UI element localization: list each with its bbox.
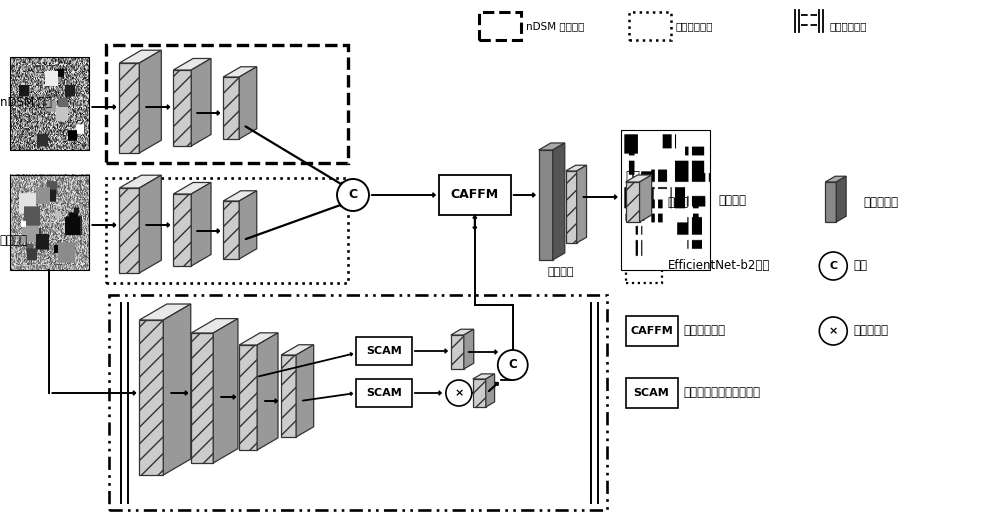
- Bar: [621, 130, 710, 270]
- Polygon shape: [836, 176, 846, 222]
- Text: nDSM 数据: nDSM 数据: [0, 97, 51, 110]
- Polygon shape: [191, 183, 211, 266]
- Text: 特征融合模块: 特征融合模块: [683, 324, 725, 338]
- Polygon shape: [553, 143, 565, 260]
- Polygon shape: [451, 329, 474, 335]
- Bar: [356, 379, 412, 407]
- Text: SCAM: SCAM: [634, 388, 669, 398]
- Polygon shape: [577, 165, 587, 243]
- Text: ×: ×: [454, 388, 464, 398]
- Polygon shape: [173, 70, 191, 146]
- Text: 图例:: 图例:: [626, 170, 646, 183]
- Text: 条状交叉通道注意力模块: 条状交叉通道注意力模块: [683, 386, 760, 400]
- Polygon shape: [223, 67, 257, 77]
- Polygon shape: [281, 355, 296, 437]
- Polygon shape: [566, 165, 587, 171]
- Text: 逐元素乘法: 逐元素乘法: [853, 324, 888, 338]
- Text: C: C: [829, 261, 837, 271]
- Polygon shape: [173, 183, 211, 194]
- Bar: [356, 337, 412, 365]
- Text: C: C: [508, 359, 517, 372]
- Text: 预测标签: 预测标签: [718, 194, 746, 206]
- Polygon shape: [473, 374, 495, 379]
- Polygon shape: [566, 171, 577, 243]
- Bar: [479, 12, 521, 40]
- Circle shape: [337, 179, 369, 211]
- Polygon shape: [239, 67, 257, 139]
- Polygon shape: [139, 175, 161, 273]
- Polygon shape: [119, 175, 161, 188]
- Polygon shape: [173, 194, 191, 266]
- Circle shape: [819, 252, 847, 280]
- Polygon shape: [119, 188, 139, 273]
- Polygon shape: [296, 345, 314, 437]
- Text: SCAM: SCAM: [366, 346, 402, 356]
- Polygon shape: [139, 304, 191, 320]
- Text: 卷积块: 卷积块: [668, 195, 689, 208]
- Polygon shape: [223, 191, 257, 201]
- Bar: [106, 45, 348, 163]
- Text: 高分语义分支: 高分语义分支: [829, 21, 867, 31]
- Bar: [10, 57, 89, 150]
- Polygon shape: [213, 319, 238, 463]
- Polygon shape: [486, 374, 495, 407]
- Polygon shape: [191, 333, 213, 463]
- Text: 融合特征: 融合特征: [547, 267, 574, 277]
- Bar: [626, 378, 678, 408]
- Text: ×: ×: [829, 326, 838, 336]
- Polygon shape: [239, 191, 257, 259]
- Bar: [109, 295, 607, 510]
- Polygon shape: [257, 333, 278, 450]
- Polygon shape: [119, 63, 139, 153]
- Polygon shape: [191, 58, 211, 146]
- Bar: [439, 175, 511, 215]
- Polygon shape: [825, 182, 836, 222]
- Text: SCAM: SCAM: [366, 388, 402, 398]
- Text: CAFFM: CAFFM: [451, 188, 499, 202]
- Polygon shape: [626, 182, 640, 222]
- Bar: [626, 249, 662, 283]
- Text: CAFFM: CAFFM: [630, 326, 673, 336]
- Polygon shape: [139, 50, 161, 153]
- Polygon shape: [539, 143, 565, 150]
- Text: 高分图像: 高分图像: [0, 234, 28, 247]
- Text: C: C: [348, 188, 358, 202]
- Text: EfficientNet-b2模块: EfficientNet-b2模块: [668, 259, 770, 272]
- Polygon shape: [825, 176, 846, 182]
- Text: 连接: 连接: [853, 259, 867, 272]
- Polygon shape: [451, 335, 464, 369]
- Polygon shape: [239, 333, 278, 345]
- Polygon shape: [626, 175, 652, 182]
- Bar: [10, 175, 89, 270]
- Bar: [106, 178, 348, 283]
- Polygon shape: [281, 345, 314, 355]
- Text: nDSM 空间分支: nDSM 空间分支: [526, 21, 584, 31]
- Polygon shape: [464, 329, 474, 369]
- Bar: [629, 12, 671, 40]
- Polygon shape: [239, 345, 257, 450]
- Polygon shape: [139, 320, 163, 475]
- Polygon shape: [473, 379, 486, 407]
- Bar: [626, 316, 678, 346]
- Polygon shape: [163, 304, 191, 475]
- Polygon shape: [539, 150, 553, 260]
- Polygon shape: [223, 201, 239, 259]
- Polygon shape: [191, 319, 238, 333]
- Text: 高分空间分支: 高分空间分支: [676, 21, 713, 31]
- Polygon shape: [119, 50, 161, 63]
- Circle shape: [819, 317, 847, 345]
- Text: 上采样模块: 上采样模块: [863, 195, 898, 208]
- Circle shape: [498, 350, 528, 380]
- Circle shape: [446, 380, 472, 406]
- Polygon shape: [640, 175, 652, 222]
- Polygon shape: [173, 58, 211, 70]
- Polygon shape: [223, 77, 239, 139]
